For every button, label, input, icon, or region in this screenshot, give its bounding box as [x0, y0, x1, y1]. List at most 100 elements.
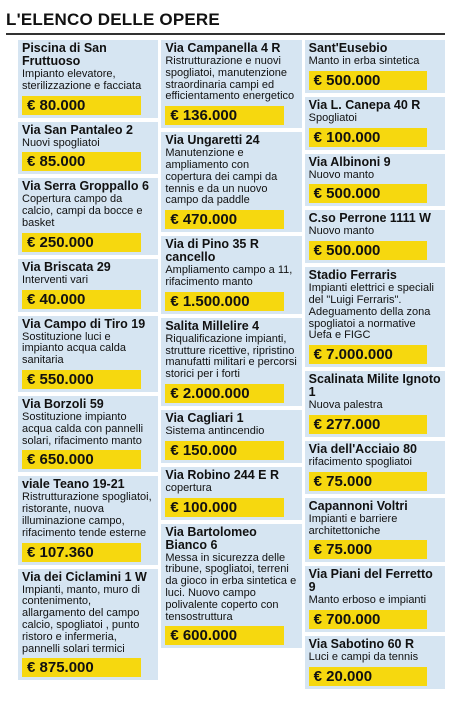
project-card: Salita Millelire 4 Riqualificazione impia… — [161, 317, 302, 406]
project-description: Manto erboso e impianti — [308, 594, 427, 607]
project-description: Nuovo manto — [308, 168, 375, 181]
project-card: viale Teano 19-21 Ristrutturazione spogli… — [18, 476, 159, 565]
columns: Piscina di San Fruttuoso Impianto elevato… — [18, 40, 445, 689]
project-amount: € 2.000.000 — [165, 383, 284, 403]
project-card: C.so Perrone 1111 W Nuovo manto € 500.000 — [304, 210, 445, 264]
project-place: Via Ungaretti 24 — [165, 133, 260, 148]
project-description: Manto in erba sintetica — [308, 55, 420, 67]
project-description: Impianti, manto, muro di contenimento, a… — [22, 583, 140, 655]
project-description: Manutenzione e ampliamento con copertura… — [165, 147, 278, 207]
project-card: Via Campanella 4 R Ristrutturazione e nuo… — [161, 40, 302, 129]
project-place: Capannoni Voltri — [308, 498, 408, 513]
project-description: Copertura campo da calcio, campi da bocc… — [22, 193, 143, 229]
project-place: Stadio Ferraris — [308, 268, 397, 283]
project-card: Stadio Ferraris Impianti elettrici e spec… — [304, 267, 445, 368]
project-description: rifacimento spogliatoi — [308, 455, 412, 468]
project-card: Via Campo di Tiro 19 Sostituzione luci e … — [18, 315, 159, 392]
project-description: Riqualificazione impianti, strutture ric… — [165, 332, 297, 381]
project-card: Via di Pino 35 R cancello Ampliamento cam… — [161, 236, 302, 314]
project-place: Scalinata Milite Ignoto 1 — [308, 372, 441, 400]
project-place: Via Campo di Tiro 19 — [22, 316, 146, 331]
project-amount: € 500.000 — [308, 70, 428, 90]
project-place: Via Cagliari 1 — [165, 410, 244, 425]
project-amount: € 85.000 — [22, 152, 141, 172]
project-amount: € 700.000 — [308, 610, 428, 630]
project-amount: € 875.000 — [22, 658, 141, 678]
project-amount: € 500.000 — [308, 241, 428, 261]
project-amount: € 7.000.000 — [308, 345, 428, 365]
project-amount: € 107.360 — [22, 542, 141, 562]
project-card: Scalinata Milite Ignoto 1 Nuova palestra €… — [304, 371, 445, 437]
project-card: Via Sabotino 60 R Luci e campi da tennis €… — [304, 636, 445, 689]
title: L'ELENCO DELLE OPERE — [6, 10, 220, 29]
project-amount: € 1.500.000 — [165, 291, 284, 311]
project-amount: € 150.000 — [165, 440, 284, 460]
project-description: Luci e campi da tennis — [308, 651, 419, 664]
project-amount: € 250.000 — [22, 232, 141, 252]
project-place: Via Robino 244 E R — [165, 467, 280, 482]
project-description: Spogliatoi — [308, 111, 357, 124]
project-place: viale Teano 19-21 — [22, 477, 125, 492]
project-place: C.so Perrone 1111 W — [308, 211, 431, 226]
project-amount: € 470.000 — [165, 210, 284, 230]
project-place: Via Serra Groppallo 6 — [22, 179, 149, 194]
project-description: Impianto elevatore, sterilizzazione e fa… — [22, 68, 142, 92]
project-card: Via Cagliari 1 Sistema antincendio € 150.0… — [161, 409, 302, 463]
project-card: Sant'Eusebio Manto in erba sintetica € 500… — [304, 40, 445, 93]
project-description: Nuovo manto — [308, 225, 375, 238]
column: Piscina di San Fruttuoso Impianto elevato… — [18, 40, 159, 689]
project-amount: € 550.000 — [22, 369, 141, 389]
project-card: Piscina di San Fruttuoso Impianto elevato… — [18, 40, 159, 118]
project-amount: € 75.000 — [308, 540, 428, 560]
project-place: Piscina di San Fruttuoso — [22, 41, 107, 68]
project-card: Via Borzoli 59 Sostituzione impianto acqu… — [18, 395, 159, 473]
project-description: Nuova palestra — [308, 399, 383, 412]
project-amount: € 75.000 — [308, 471, 428, 491]
project-place: Salita Millelire 4 — [165, 318, 260, 333]
project-description: Ristrutturazione spogliatoi, ristorante,… — [22, 491, 152, 539]
project-amount: € 100.000 — [165, 497, 284, 517]
project-place: Via Sabotino 60 R — [308, 637, 415, 652]
project-card: Via Serra Groppallo 6 Copertura campo da … — [18, 178, 159, 255]
project-description: Messa in sicurezza delle tribune, spogli… — [165, 551, 297, 623]
project-place: Via di Pino 35 R cancello — [165, 237, 259, 265]
project-description: copertura — [165, 481, 212, 494]
project-amount: € 136.000 — [165, 106, 284, 126]
project-place: Via dell'Acciaio 80 — [308, 441, 418, 456]
project-place: Via Campanella 4 R — [165, 41, 281, 55]
project-card: Via dei Ciclamini 1 W Impianti, manto, mu… — [18, 568, 159, 681]
project-card: Via Bartolomeo Bianco 6 Messa in sicurezz… — [161, 523, 302, 649]
project-card: Via Ungaretti 24 Manutenzione e ampliamen… — [161, 132, 302, 233]
project-place: Via Albinoni 9 — [308, 154, 391, 169]
project-amount: € 600.000 — [165, 626, 284, 646]
project-description: Sistema antincendio — [165, 424, 265, 437]
project-description: Sostituzione luci e impianto acqua calda… — [22, 330, 126, 367]
project-description: Impianti elettrici e speciali del "Luigi… — [308, 282, 434, 342]
project-place: Via dei Ciclamini 1 W — [22, 569, 147, 584]
project-place: Via San Pantaleo 2 — [22, 122, 133, 137]
project-description: Sostituzione impianto acqua calda con pa… — [22, 410, 144, 447]
project-amount: € 40.000 — [22, 289, 141, 309]
project-place: Via L. Canepa 40 R — [308, 97, 421, 112]
project-amount: € 277.000 — [308, 414, 428, 434]
project-amount: € 650.000 — [22, 450, 141, 470]
project-card: Via dell'Acciaio 80 rifacimento spogliato… — [304, 440, 445, 494]
column: Via Campanella 4 R Ristrutturazione e nuo… — [161, 40, 302, 689]
project-place: Via Borzoli 59 — [22, 396, 104, 411]
project-card: Capannoni Voltri Impianti e barriere arch… — [304, 497, 445, 563]
project-place: Via Bartolomeo Bianco 6 — [165, 524, 257, 552]
column: Sant'Eusebio Manto in erba sintetica € 500… — [304, 40, 445, 689]
project-card: Via Briscata 29 Interventi vari € 40.000 — [18, 258, 159, 312]
title-rule — [6, 33, 445, 35]
project-description: Ristrutturazione e nuovi spogliatoi, man… — [165, 55, 295, 103]
project-card: Via Piani del Ferretto 9 Manto erboso e i… — [304, 566, 445, 633]
project-place: Via Piani del Ferretto 9 — [308, 567, 433, 595]
project-amount: € 20.000 — [308, 666, 428, 686]
project-place: Sant'Eusebio — [308, 41, 388, 55]
project-card: Via Albinoni 9 Nuovo manto € 500.000 — [304, 153, 445, 207]
project-amount: € 80.000 — [22, 95, 141, 115]
project-amount: € 100.000 — [308, 127, 428, 147]
project-place: Via Briscata 29 — [22, 259, 111, 274]
